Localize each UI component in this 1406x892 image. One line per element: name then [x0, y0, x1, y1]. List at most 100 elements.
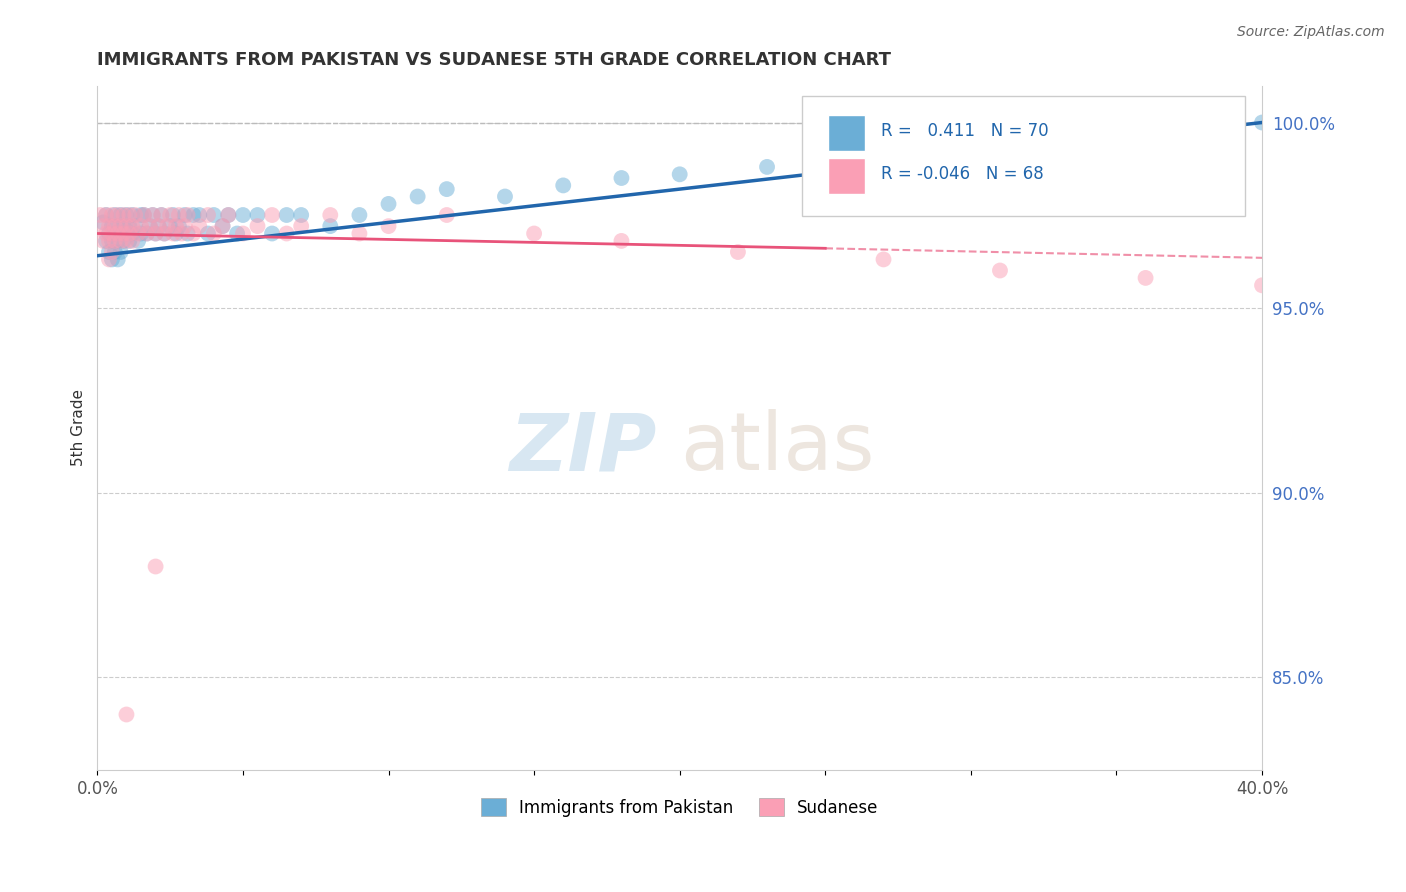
- Point: [127, 227, 149, 241]
- Point: [145, 227, 167, 241]
- Point: [290, 208, 312, 222]
- Point: [115, 208, 138, 222]
- Point: [183, 208, 205, 222]
- Point: [112, 208, 135, 222]
- Point: [159, 219, 181, 233]
- Point: [101, 234, 124, 248]
- Point: [153, 227, 176, 241]
- Point: [107, 208, 129, 222]
- Point: [197, 227, 219, 241]
- Point: [110, 234, 132, 248]
- Point: [167, 208, 190, 222]
- Point: [135, 227, 157, 241]
- Point: [94, 208, 117, 222]
- Point: [523, 227, 546, 241]
- Point: [104, 227, 127, 241]
- Point: [173, 219, 195, 233]
- Point: [232, 227, 254, 241]
- Point: [553, 178, 575, 193]
- Point: [176, 227, 198, 241]
- Point: [139, 219, 162, 233]
- Point: [988, 263, 1011, 277]
- Text: IMMIGRANTS FROM PAKISTAN VS SUDANESE 5TH GRADE CORRELATION CHART: IMMIGRANTS FROM PAKISTAN VS SUDANESE 5TH…: [97, 51, 891, 69]
- Point: [610, 171, 633, 186]
- Point: [112, 227, 135, 241]
- Point: [246, 208, 269, 222]
- Point: [98, 245, 121, 260]
- Text: atlas: atlas: [679, 409, 875, 487]
- Point: [118, 208, 141, 222]
- Point: [756, 160, 779, 174]
- Point: [202, 208, 225, 222]
- Point: [104, 219, 127, 233]
- Point: [118, 227, 141, 241]
- Point: [101, 252, 124, 267]
- Point: [89, 208, 111, 222]
- Point: [150, 208, 173, 222]
- Point: [132, 208, 155, 222]
- FancyBboxPatch shape: [801, 95, 1244, 216]
- Point: [104, 245, 127, 260]
- Text: Source: ZipAtlas.com: Source: ZipAtlas.com: [1237, 25, 1385, 39]
- Point: [148, 219, 170, 233]
- Point: [176, 208, 198, 222]
- Point: [349, 227, 371, 241]
- Point: [165, 227, 187, 241]
- Point: [121, 227, 143, 241]
- Point: [211, 219, 233, 233]
- Point: [98, 219, 121, 233]
- Point: [165, 219, 187, 233]
- Point: [115, 227, 138, 241]
- Point: [727, 245, 749, 260]
- Point: [139, 219, 162, 233]
- Point: [226, 227, 249, 241]
- Point: [145, 227, 167, 241]
- Point: [148, 219, 170, 233]
- Point: [872, 252, 894, 267]
- Point: [129, 227, 152, 241]
- Point: [101, 227, 124, 241]
- Point: [107, 227, 129, 241]
- Point: [319, 219, 342, 233]
- Point: [107, 252, 129, 267]
- Point: [118, 219, 141, 233]
- Point: [377, 197, 399, 211]
- Point: [162, 208, 184, 222]
- Point: [406, 189, 429, 203]
- Legend: Immigrants from Pakistan, Sudanese: Immigrants from Pakistan, Sudanese: [474, 792, 884, 823]
- Point: [162, 227, 184, 241]
- Point: [290, 219, 312, 233]
- Point: [112, 219, 135, 233]
- Point: [377, 219, 399, 233]
- Point: [124, 219, 146, 233]
- Point: [1135, 130, 1157, 145]
- Point: [610, 234, 633, 248]
- Point: [129, 208, 152, 222]
- Point: [232, 208, 254, 222]
- Point: [494, 189, 516, 203]
- Text: R = -0.046   N = 68: R = -0.046 N = 68: [882, 166, 1043, 184]
- Text: ZIP: ZIP: [509, 409, 657, 487]
- Point: [211, 219, 233, 233]
- Point: [98, 227, 121, 241]
- Point: [124, 208, 146, 222]
- Point: [91, 215, 114, 229]
- Point: [94, 234, 117, 248]
- Y-axis label: 5th Grade: 5th Grade: [72, 389, 86, 467]
- Point: [94, 208, 117, 222]
- Point: [101, 245, 124, 260]
- Point: [110, 245, 132, 260]
- Point: [121, 234, 143, 248]
- Point: [170, 227, 193, 241]
- Point: [217, 208, 239, 222]
- Point: [1135, 271, 1157, 285]
- Point: [115, 219, 138, 233]
- Point: [188, 208, 211, 222]
- Point: [98, 234, 121, 248]
- Point: [121, 219, 143, 233]
- Point: [668, 167, 690, 181]
- Point: [217, 208, 239, 222]
- Point: [319, 208, 342, 222]
- Point: [94, 227, 117, 241]
- Point: [153, 227, 176, 241]
